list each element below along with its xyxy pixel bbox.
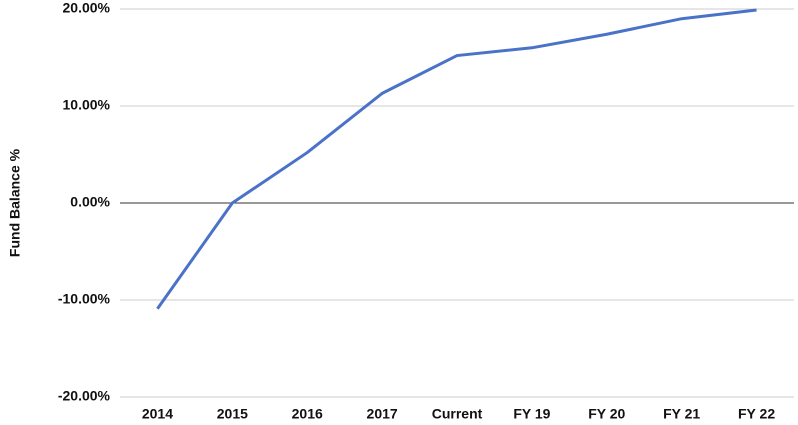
x-tick-label: FY 21 bbox=[663, 406, 700, 422]
y-tick-label: 0.00% bbox=[70, 194, 110, 210]
x-tick-label: 2015 bbox=[217, 406, 248, 422]
x-tick-label: Current bbox=[432, 406, 483, 422]
x-tick-label: 2014 bbox=[142, 406, 173, 422]
y-axis-label: Fund Balance % bbox=[7, 148, 23, 257]
x-tick-label: 2017 bbox=[367, 406, 398, 422]
x-tick-label: FY 22 bbox=[738, 406, 775, 422]
line-series bbox=[156, 8, 757, 310]
x-tick-label: FY 20 bbox=[588, 406, 625, 422]
x-tick-label: 2016 bbox=[292, 406, 323, 422]
x-tick-label: FY 19 bbox=[513, 406, 550, 422]
y-tick-label: 10.00% bbox=[63, 97, 111, 113]
y-tick-label: -20.00% bbox=[58, 388, 111, 404]
y-tick-label: -10.00% bbox=[58, 291, 111, 307]
y-tick-label: 20.00% bbox=[63, 0, 111, 16]
